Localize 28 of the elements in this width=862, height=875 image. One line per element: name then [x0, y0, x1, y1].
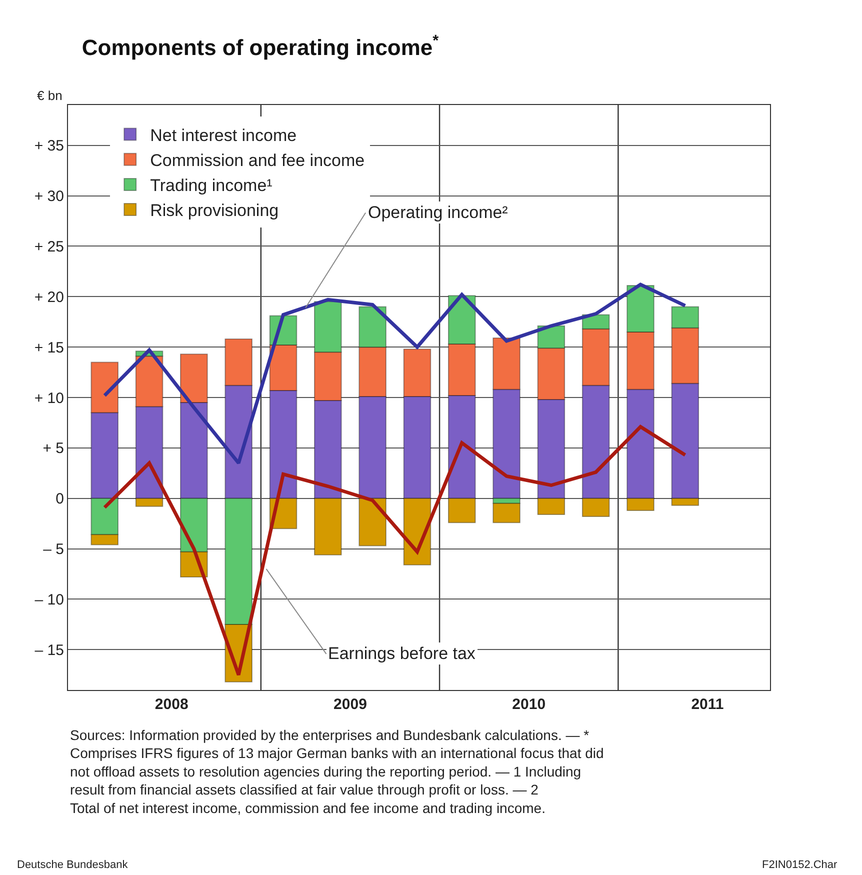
line-series: [102, 282, 687, 465]
legend-label: Net interest income: [150, 126, 297, 145]
x-tick-label: 2010: [512, 696, 546, 713]
y-tick-label: + 25: [34, 238, 64, 256]
y-tick-label: 0: [56, 490, 64, 508]
y-tick-label: + 5: [42, 440, 64, 458]
y-tick-label: + 35: [34, 138, 64, 155]
y-tick-label: + 15: [34, 339, 64, 356]
chart-title: Components of operating income$^{*}$: [82, 32, 439, 60]
text: F2IN0152.Char: [762, 859, 838, 871]
y-tick-label: – 15: [34, 642, 64, 659]
x-tick-label: 2011: [691, 696, 724, 713]
x-tick-label: 2009: [334, 696, 367, 713]
source-note: Sources: Information provided by the enterprises and Bundesbank calculations. — * Comprises IFRS figures of 13 major German banks with an international focus that did not offload assets to resolution agencies during the reporting period. — 1 Including result from financial assets classified at fair value through profit or loss. — 2 Total of net interest income, commission and fee income and trading income.: [70, 727, 604, 816]
legend-label: Commission and fee income: [150, 150, 365, 170]
legend-label: Trading income¹: [150, 176, 273, 196]
y-tick-label: – 5: [43, 541, 64, 558]
y-tick-label: + 30: [34, 188, 64, 206]
text: Deutsche Bundesbank: [17, 859, 128, 871]
x-tick-label: 2008: [154, 696, 188, 713]
annotation: Earnings before tax: [328, 644, 476, 663]
y-axis-title: € bn: [37, 88, 62, 103]
y-tick-label: + 10: [34, 390, 64, 407]
line-series: [102, 425, 687, 677]
annotation: Operating income²: [368, 203, 508, 222]
y-tick-label: + 20: [34, 288, 64, 306]
legend-label: Risk provisioning: [150, 201, 279, 220]
y-tick-label: – 10: [34, 591, 64, 608]
